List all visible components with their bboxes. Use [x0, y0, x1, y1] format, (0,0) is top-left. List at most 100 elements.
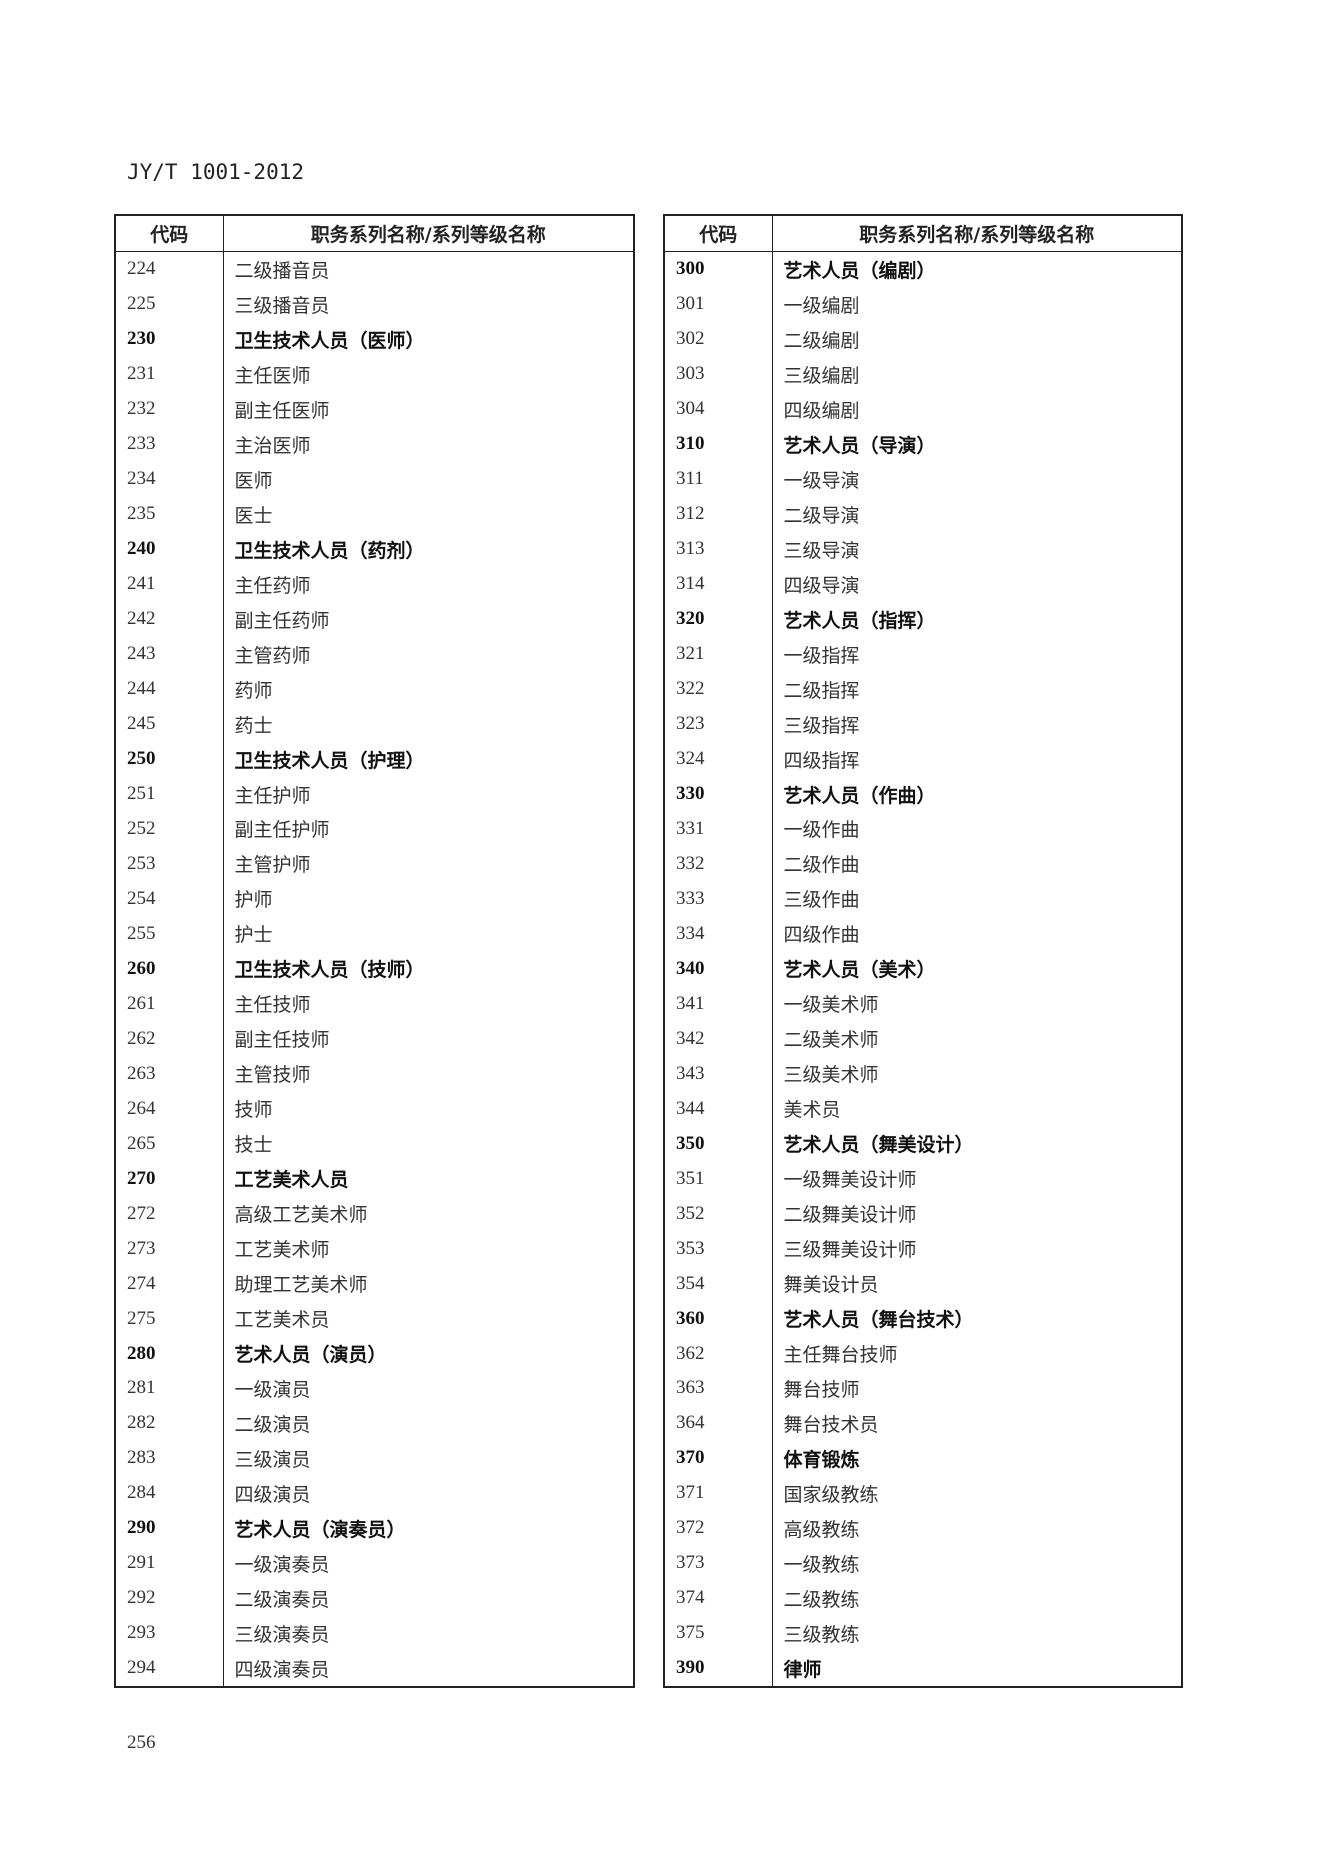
name-cell: 二级演奏员: [234, 1589, 330, 1611]
code-cell: 375: [664, 1615, 773, 1651]
code-cell: 291: [115, 1545, 224, 1581]
page-number: 256: [127, 1732, 156, 1753]
name-cell: 药士: [234, 715, 273, 737]
name-cell: 二级演员: [234, 1414, 311, 1436]
table-row: 292 二级演奏员: [115, 1580, 634, 1616]
table-row: 232 副主任医师: [115, 391, 634, 427]
code-table-left: 代码 职务系列名称/系列等级名称 224 二级播音员 225 三级播音员 230 卫生技术…: [114, 214, 635, 1688]
name-cell: 二级编剧: [783, 330, 860, 352]
name-cell: 四级指挥: [783, 750, 860, 772]
code-cell: 243: [115, 636, 224, 672]
code-cell: 372: [664, 1510, 773, 1546]
name-cell: 二级指挥: [783, 680, 860, 702]
code-cell: 340: [664, 951, 773, 987]
table-row: 344 美术员: [664, 1091, 1182, 1127]
code-cell: 354: [664, 1266, 773, 1302]
name-cell: 体育锻炼: [783, 1449, 860, 1471]
name-cell: 卫生技术人员（药剂）: [234, 540, 425, 562]
code-cell: 234: [115, 461, 224, 497]
name-cell: 工艺美术师: [234, 1240, 330, 1262]
name-cell: 三级美术师: [783, 1065, 879, 1087]
table-row: 323 三级指挥: [664, 706, 1182, 742]
name-cell: 医师: [234, 470, 273, 492]
code-cell: 242: [115, 601, 224, 637]
table-row: 294 四级演奏员: [115, 1650, 634, 1687]
name-cell: 二级导演: [783, 505, 860, 527]
name-cell: 一级教练: [783, 1554, 860, 1576]
table-row: 351 一级舞美设计师: [664, 1161, 1182, 1197]
code-cell: 245: [115, 706, 224, 742]
code-cell: 230: [115, 321, 224, 357]
table-row: 241 主任药师: [115, 566, 634, 602]
name-cell: 三级播音员: [234, 295, 330, 317]
table-row: 254 护师: [115, 881, 634, 917]
category-row: 230 卫生技术人员（医师）: [115, 321, 634, 357]
table-row: 371 国家级教练: [664, 1475, 1182, 1511]
name-cell: 艺术人员（作曲）: [783, 785, 936, 807]
name-cell: 艺术人员（编剧）: [783, 260, 936, 282]
name-cell: 副主任护师: [234, 820, 330, 842]
name-cell: 艺术人员（指挥）: [783, 610, 936, 632]
name-cell: 二级舞美设计师: [783, 1205, 917, 1227]
code-cell: 344: [664, 1091, 773, 1127]
table-row: 264 技师: [115, 1091, 634, 1127]
code-cell: 302: [664, 321, 773, 357]
name-cell: 国家级教练: [783, 1484, 879, 1506]
category-row: 300 艺术人员（编剧）: [664, 251, 1182, 287]
code-cell: 292: [115, 1580, 224, 1616]
code-cell: 240: [115, 531, 224, 567]
table-row: 363 舞台技师: [664, 1371, 1182, 1406]
code-cell: 290: [115, 1510, 224, 1546]
table-row: 261 主任技师: [115, 986, 634, 1022]
name-cell: 副主任技师: [234, 1030, 330, 1052]
table-row: 373 一级教练: [664, 1545, 1182, 1581]
code-cell: 320: [664, 601, 773, 637]
table-row: 274 助理工艺美术师: [115, 1266, 634, 1302]
code-cell: 231: [115, 356, 224, 392]
table-row: 321 一级指挥: [664, 636, 1182, 672]
code-cell: 321: [664, 636, 773, 672]
code-cell: 341: [664, 986, 773, 1022]
name-cell: 一级编剧: [783, 295, 860, 317]
name-cell: 二级教练: [783, 1589, 860, 1611]
code-cell: 303: [664, 356, 773, 392]
table-row: 332 二级作曲: [664, 846, 1182, 882]
name-cell: 副主任药师: [234, 610, 330, 632]
name-cell: 医士: [234, 505, 273, 527]
document-id: JY/T 1001-2012: [127, 160, 305, 184]
code-cell: 244: [115, 671, 224, 707]
table-row: 372 高级教练: [664, 1510, 1182, 1546]
code-cell: 324: [664, 741, 773, 777]
name-cell: 二级美术师: [783, 1030, 879, 1052]
name-cell: 三级演奏员: [234, 1624, 330, 1646]
name-cell: 工艺美术员: [234, 1310, 330, 1332]
code-cell: 284: [115, 1475, 224, 1511]
name-cell: 三级指挥: [783, 715, 860, 737]
code-cell: 281: [115, 1371, 224, 1406]
code-cell: 233: [115, 426, 224, 462]
code-cell: 264: [115, 1091, 224, 1127]
name-cell: 艺术人员（舞美设计）: [783, 1135, 974, 1157]
table-row: 251 主任护师: [115, 776, 634, 812]
name-cell: 一级演奏员: [234, 1554, 330, 1576]
code-table-right: 代码 职务系列名称/系列等级名称 300 艺术人员（编剧） 301 一级编剧 302 二级…: [663, 214, 1183, 1688]
category-row: 340 艺术人员（美术）: [664, 951, 1182, 987]
code-cell: 360: [664, 1301, 773, 1337]
code-cell: 255: [115, 916, 224, 952]
code-cell: 332: [664, 846, 773, 882]
code-cell: 265: [115, 1126, 224, 1162]
table-row: 364 舞台技术员: [664, 1405, 1182, 1441]
code-cell: 310: [664, 426, 773, 462]
category-row: 370 体育锻炼: [664, 1440, 1182, 1476]
code-cell: 351: [664, 1161, 773, 1197]
code-cell: 250: [115, 741, 224, 777]
code-cell: 254: [115, 881, 224, 917]
name-cell: 三级舞美设计师: [783, 1240, 917, 1262]
table-row: 293 三级演奏员: [115, 1615, 634, 1651]
name-cell: 舞台技师: [783, 1379, 860, 1401]
table-row: 242 副主任药师: [115, 601, 634, 637]
table-row: 231 主任医师: [115, 356, 634, 392]
name-cell: 主任药师: [234, 575, 311, 597]
category-row: 260 卫生技术人员（技师）: [115, 951, 634, 987]
code-cell: 304: [664, 391, 773, 427]
